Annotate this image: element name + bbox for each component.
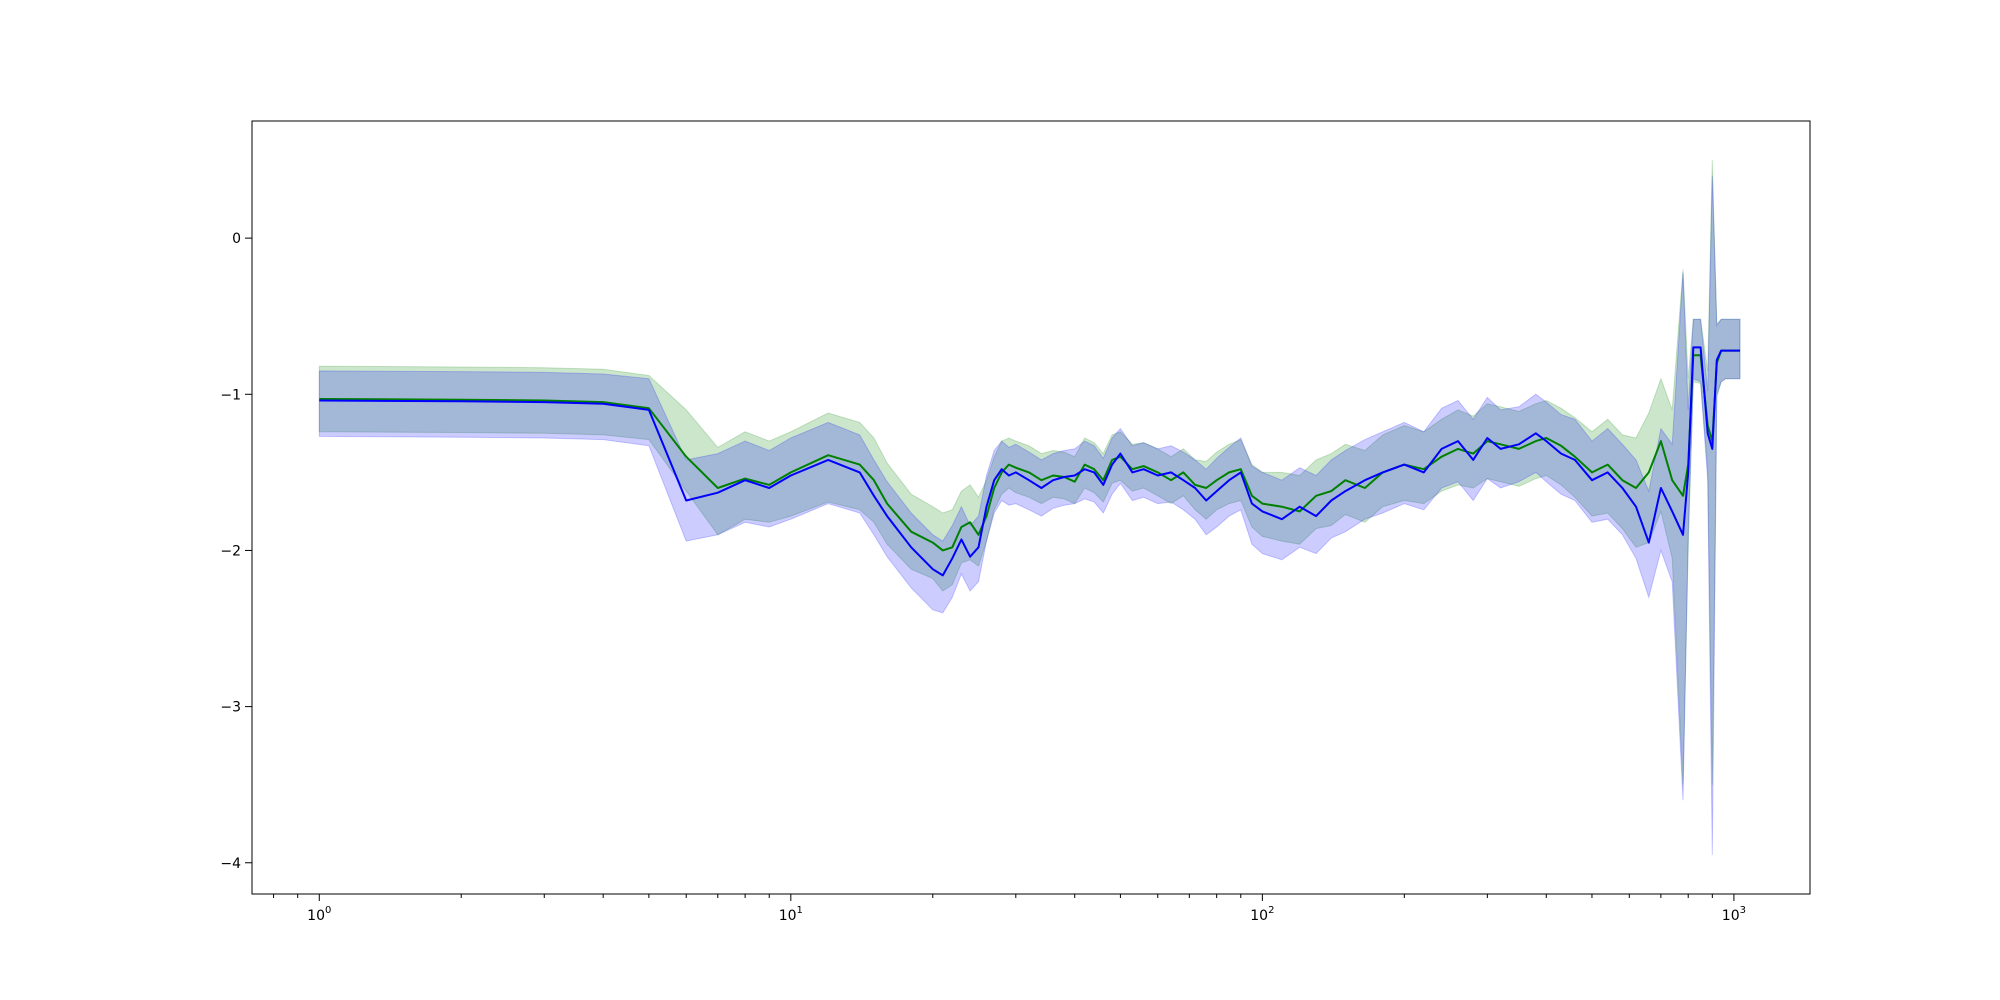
x-tick-label: 102 [1250, 905, 1274, 924]
axes-frame [251, 120, 1811, 895]
series-1-line [319, 349, 1740, 552]
x-tick-label: 103 [1722, 905, 1746, 924]
series-lines [319, 346, 1740, 577]
y-axis: 0 −1 −2 −3 −4 [220, 231, 252, 872]
plot-area: 100 101 102 103 0 −1 −2 −3 −4 [220, 120, 1811, 924]
x-tick-label: 100 [307, 905, 331, 924]
series-2-band [318, 175, 1741, 856]
series-2-line [319, 346, 1740, 577]
y-tick-label: −2 [220, 543, 241, 559]
y-tick-label: −3 [220, 700, 241, 716]
y-tick-label: 0 [232, 231, 241, 247]
x-tick-label: 101 [779, 905, 803, 924]
x-axis: 100 101 102 103 [273, 894, 1746, 924]
y-tick-label: −4 [220, 856, 241, 872]
y-tick-label: −1 [220, 387, 241, 403]
